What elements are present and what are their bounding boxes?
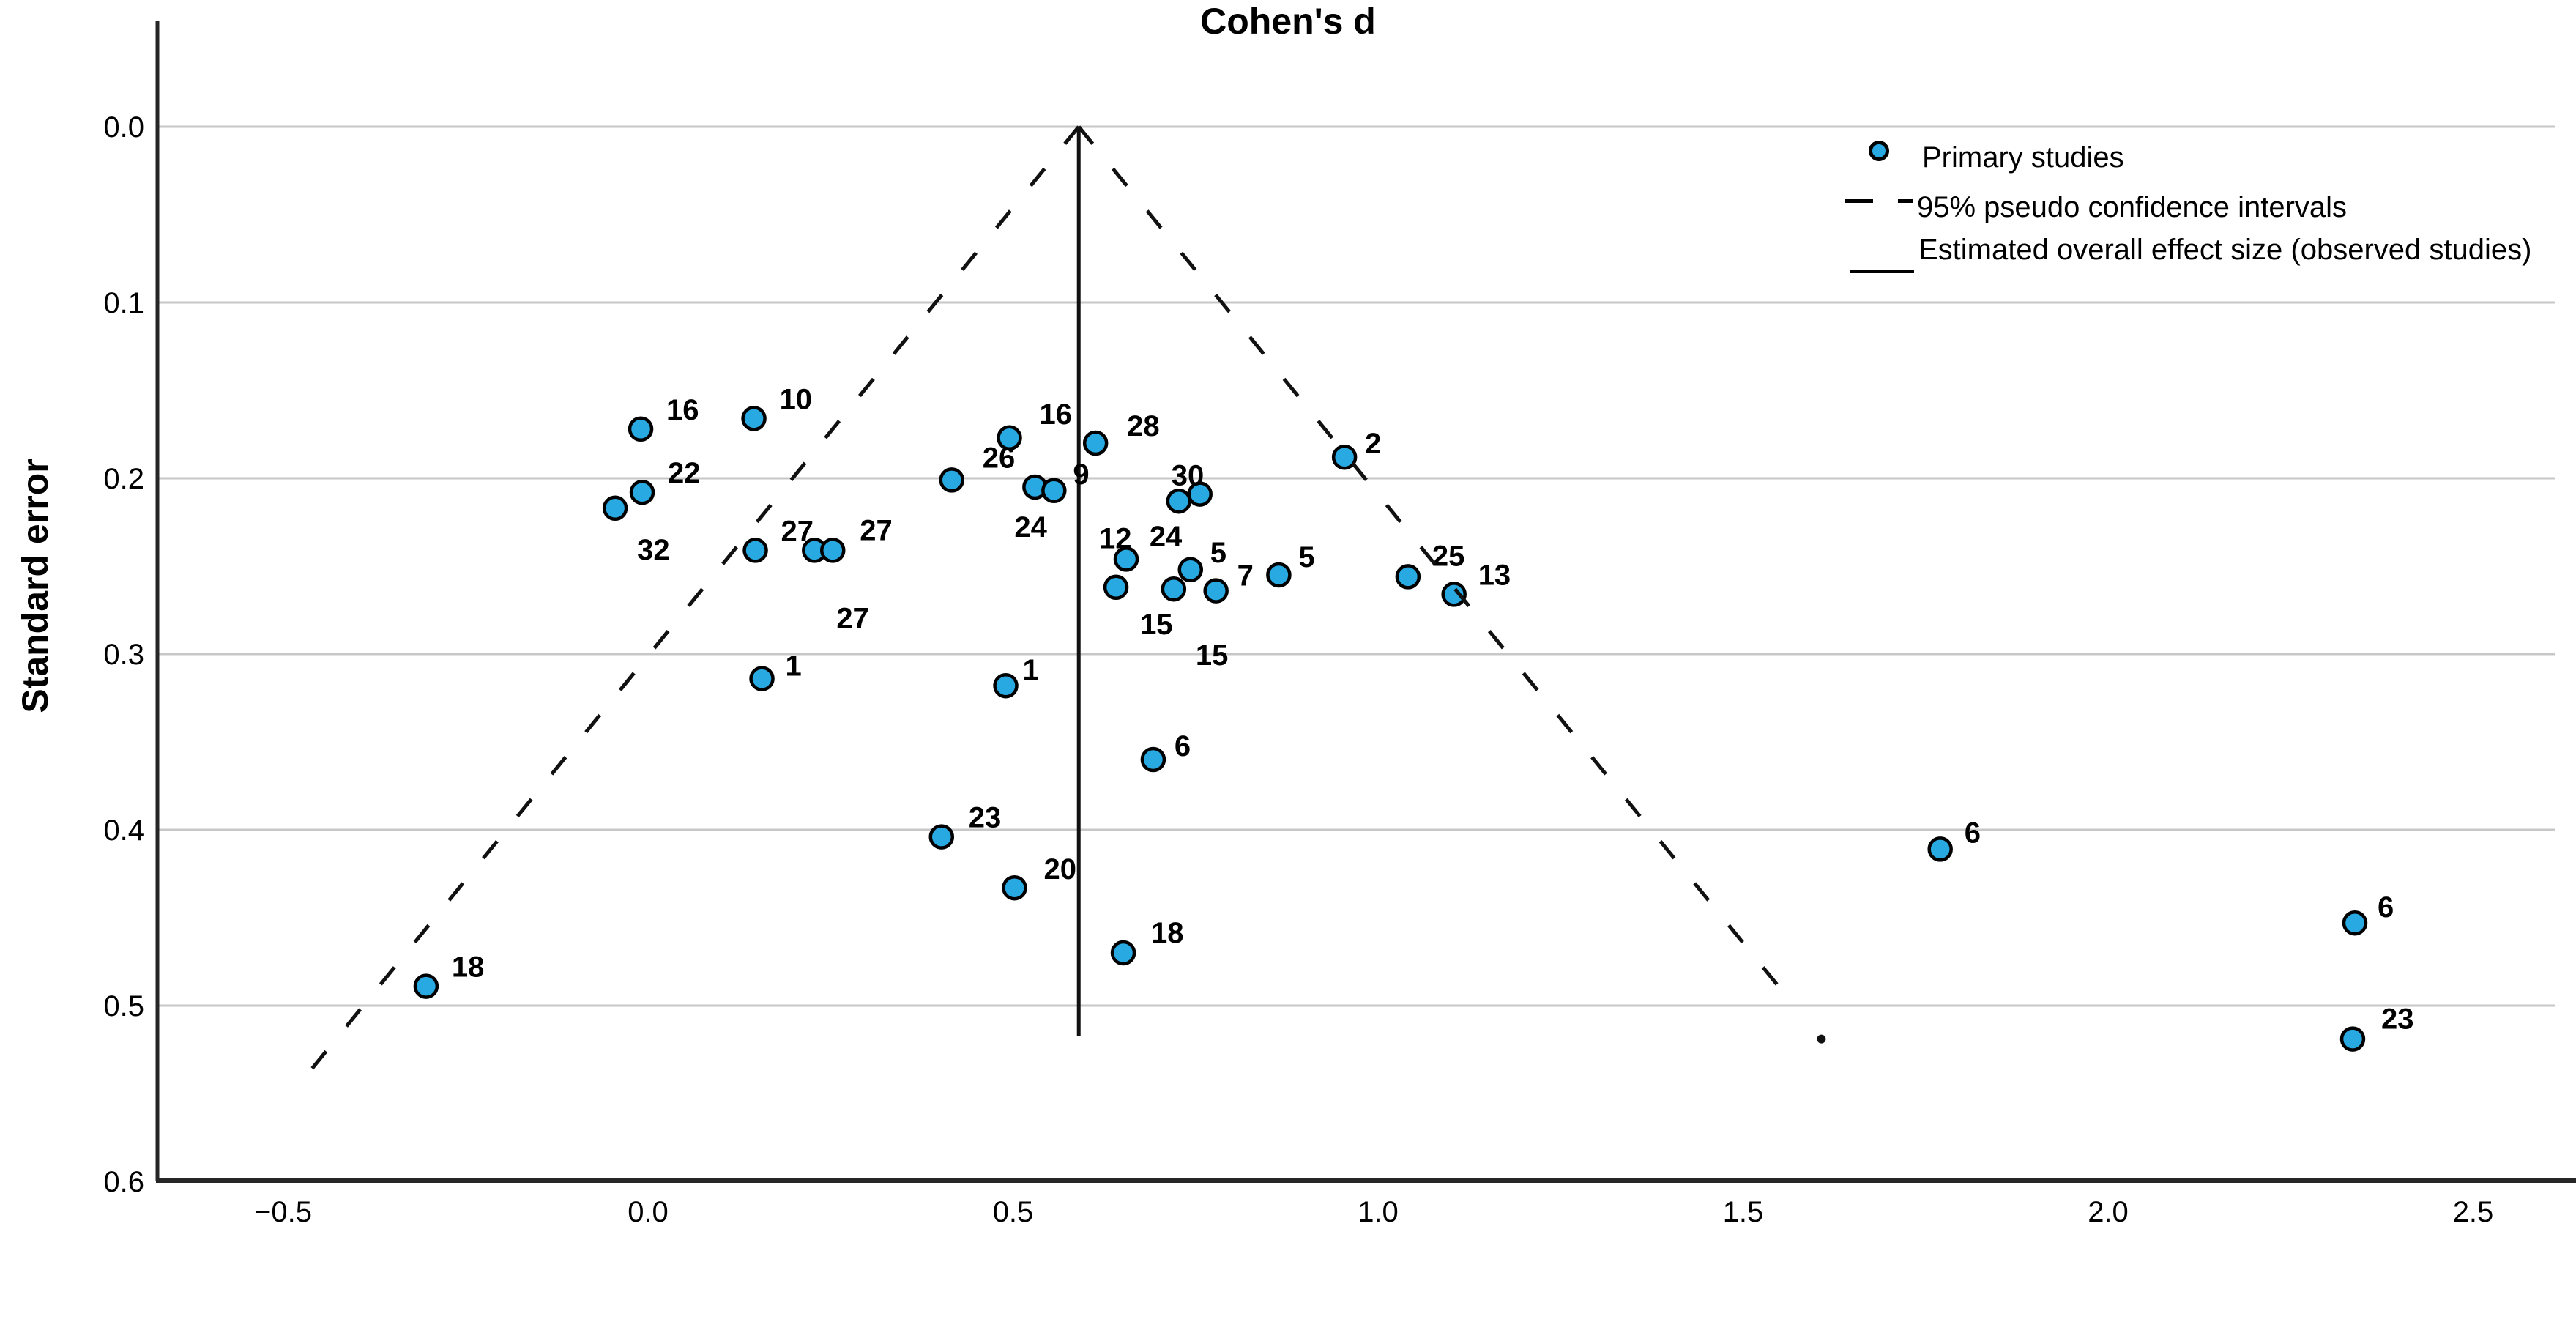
data-point-label: 22 [668,457,701,489]
x-tick-label: 0.0 [628,1196,669,1228]
legend-dashed-line-icon [1898,199,1913,203]
legend-label-pseudo-ci: 95% pseudo confidence intervals [1917,191,2348,223]
data-point [749,666,775,691]
x-tick-label: −0.5 [254,1196,312,1228]
legend-dashed-line-icon [1845,199,1873,203]
x-tick-label: 0.5 [993,1196,1034,1228]
data-point-label: 27 [836,602,869,634]
data-point-label: 6 [1175,730,1191,762]
x-tick-label: 1.0 [1358,1196,1399,1228]
data-point-label: 27 [860,514,893,546]
y-axis-title: Standard error [15,458,56,713]
data-point [2342,910,2368,936]
data-point [1177,557,1204,583]
data-point [993,672,1019,699]
data-point-label: 12 [1099,522,1132,554]
legend-label-primary-studies: Primary studies [1922,141,2124,174]
data-point [1161,576,1187,602]
data-point [741,406,767,431]
data-point [629,479,655,505]
data-point [1166,488,1192,514]
y-tick-label: 0.2 [103,463,144,495]
data-point-label: 26 [983,442,1016,474]
y-tick-label: 0.3 [103,639,144,671]
data-point-label: 23 [969,802,1002,834]
data-point-label: 23 [2381,1003,2414,1036]
y-tick-label: 0.4 [103,814,144,847]
data-point [1110,940,1136,966]
data-point-label: 15 [1140,609,1173,641]
x-tick-label: 2.0 [2088,1196,2129,1228]
x-axis-title: Cohen's d [1200,1,1376,42]
data-point [1927,836,1953,862]
data-point [819,538,846,563]
y-tick-label: 0.0 [103,111,144,144]
data-point [413,973,439,999]
data-point [742,538,768,563]
data-point-label: 6 [2378,891,2394,924]
data-point [2339,1026,2366,1052]
data-point [1041,478,1067,504]
data-point-label: 24 [1150,521,1183,553]
data-point [1002,874,1027,901]
legend-primary-studies-dot-icon [1869,141,1889,161]
data-point [1395,564,1421,590]
data-point-label: 20 [1043,853,1076,885]
confidence-interval-lines-group [294,125,1826,1091]
funnel-line-end-dot [1817,1034,1826,1044]
data-point [602,495,628,521]
data-point-label: 5 [1210,537,1226,569]
data-point [928,824,955,850]
y-tick-label: 0.1 [103,287,144,319]
data-point [628,416,654,442]
data-point-label: 16 [666,394,699,426]
data-point-label: 24 [1014,511,1047,543]
data-point [1266,562,1292,588]
y-tick-label: 0.6 [103,1166,144,1198]
data-point [1082,430,1109,456]
data-point-label: 16 [1040,398,1073,431]
data-point [1203,578,1229,604]
data-points-group: 1622321027272711816262824924301215515752… [413,383,2414,1052]
data-point-label: 7 [1237,560,1254,593]
data-point-label: 18 [452,951,485,984]
data-point-label: 10 [780,383,813,415]
x-tick-label: 2.5 [2453,1196,2494,1228]
data-point-label: 32 [637,534,670,566]
legend-solid-line-icon [1850,270,1914,273]
data-point-label: 18 [1151,917,1184,949]
data-point-label: 5 [1298,541,1314,573]
data-point [939,467,965,493]
data-point-label: 25 [1432,540,1465,572]
data-point-label: 28 [1127,410,1160,442]
data-point [1441,582,1467,607]
data-point-label: 9 [1073,458,1089,491]
legend-label-overall-effect: Estimated overall effect size (observed … [1918,234,2532,266]
data-point [1103,574,1129,601]
data-point [997,425,1022,451]
data-point-label: 1 [1023,654,1039,686]
data-point [1140,746,1166,773]
data-point-label: 2 [1365,428,1381,460]
data-point-label: 13 [1478,559,1511,591]
data-point-label: 15 [1196,639,1229,672]
axis-spines-group [155,21,2576,1183]
data-point-label: 30 [1172,460,1205,492]
data-point-label: 1 [786,650,802,683]
data-point [1187,481,1213,507]
funnel-line-left [294,125,1081,1091]
x-tick-label: 1.5 [1723,1196,1764,1228]
y-tick-label: 0.5 [103,990,144,1022]
data-point [1113,546,1139,572]
tick-labels-group: 0.0 0.1 0.2 0.3 0.4 0.5 0.6 −0.5 0.0 0.5 1.0 1.5 2.0… [103,111,2493,1228]
data-point-label: 6 [1965,817,1981,849]
gridlines-group [159,125,2555,1007]
data-point [1331,444,1358,470]
